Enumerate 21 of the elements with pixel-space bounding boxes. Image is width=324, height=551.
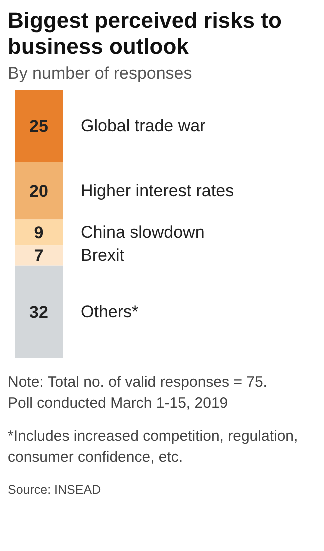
data-label: 9	[34, 224, 44, 243]
text: By number of responses	[8, 64, 194, 84]
series-label: Global trade war	[81, 116, 206, 136]
series-label: Higher interest rates	[81, 181, 234, 200]
text: *Includes increased competition, regulation, consumer confidence, etc.	[8, 427, 300, 468]
bar	[15, 246, 63, 266]
series-label: Brexit	[81, 246, 125, 266]
source-note: Source: INSEAD	[8, 482, 102, 499]
text: Note: Total no. of valid responses = 75.	[8, 373, 268, 393]
data-label: 20	[30, 182, 48, 201]
data-label: 32	[30, 302, 48, 322]
data-label: 7	[34, 246, 44, 266]
bar	[15, 90, 63, 162]
bar	[15, 220, 63, 246]
series-label: China slowdown	[81, 223, 205, 242]
bar	[15, 162, 63, 220]
text: Biggest perceived risks to business outlook	[8, 8, 283, 60]
text: Poll conducted March 1-15, 2019	[8, 394, 230, 414]
series-label: Others*	[81, 302, 140, 322]
bar	[15, 266, 63, 358]
data-label: 25	[30, 117, 48, 136]
